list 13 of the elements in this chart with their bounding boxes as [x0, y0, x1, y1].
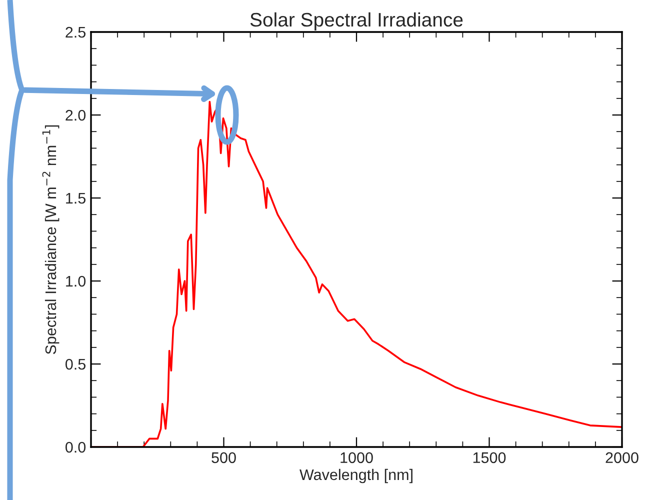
y-tick-label: 2.5 — [66, 26, 86, 38]
x-tick-label: 2000 — [606, 452, 638, 464]
y-axis-title: Spectral Irradiance [W m$^{−2}$ nm$^{−1}$] — [42, 125, 60, 354]
x-tick-label: 1500 — [473, 452, 506, 464]
x-tick-label: 500 — [212, 452, 236, 464]
y-tick-label: 1.0 — [66, 276, 86, 287]
y-tick-label: 1.5 — [66, 193, 86, 204]
chart-title: Solar Spectral Irradiance — [250, 12, 463, 30]
y-tick-label: 0.0 — [66, 442, 86, 453]
y-tick-label: 0.5 — [66, 358, 86, 370]
y-tick-label: 2.0 — [66, 110, 86, 121]
x-axis-title: Wavelength [nm] — [300, 468, 412, 484]
x-tick-label: 1000 — [340, 452, 373, 464]
